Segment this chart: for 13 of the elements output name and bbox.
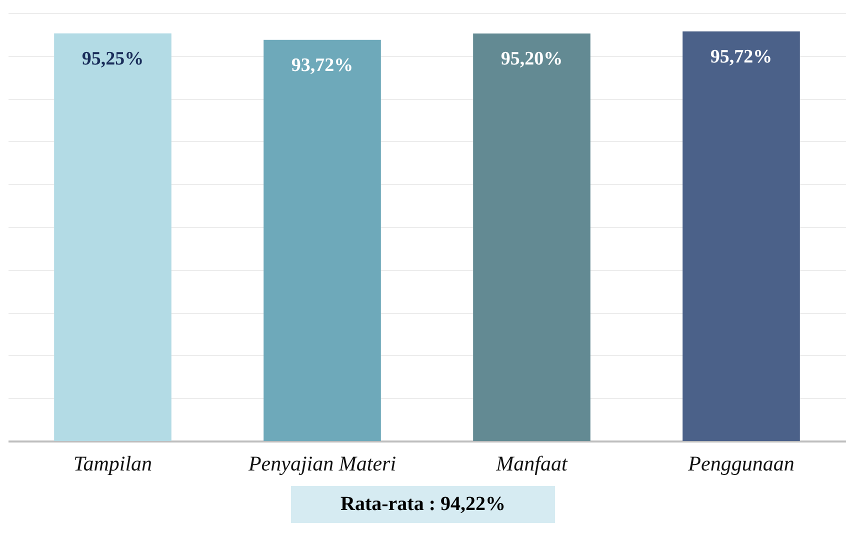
data-label: 95,25% xyxy=(82,48,144,70)
x-tick-label: Penggunaan xyxy=(687,452,794,476)
x-tick-label: Tampilan xyxy=(73,452,152,476)
bar xyxy=(473,34,590,441)
bar xyxy=(264,40,381,441)
x-tick-label: Manfaat xyxy=(495,452,568,476)
data-label: 93,72% xyxy=(291,54,354,76)
bar xyxy=(682,31,800,441)
x-tick-label: Penyajian Materi xyxy=(247,452,396,476)
data-label: 95,72% xyxy=(710,46,772,68)
text: Rata-rata : 94,22% xyxy=(290,486,556,523)
data-label: 95,20% xyxy=(500,48,563,70)
bar xyxy=(54,33,172,441)
